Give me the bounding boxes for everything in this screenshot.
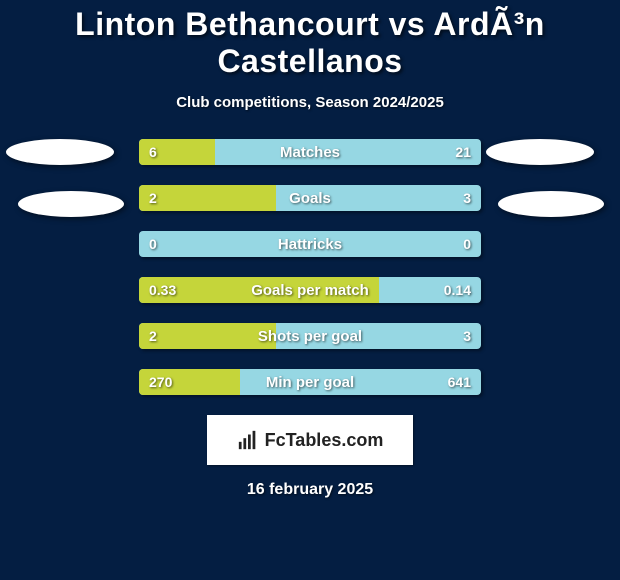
watermark: FcTables.com [207, 415, 413, 465]
page-title: Linton Bethancourt vs ArdÃ³n Castellanos [0, 0, 620, 80]
stat-row: 00Hattricks [139, 231, 481, 257]
stat-row: 23Shots per goal [139, 323, 481, 349]
stat-row: 0.330.14Goals per match [139, 277, 481, 303]
stat-label: Goals per match [139, 277, 481, 303]
comparison-chart: 621Matches 23Goals 00Hattricks 0.330.14Goal… [0, 139, 620, 395]
chart-icon [237, 429, 259, 451]
stat-label: Shots per goal [139, 323, 481, 349]
left-player-oval [18, 191, 124, 217]
stat-label: Goals [139, 185, 481, 211]
stat-label: Hattricks [139, 231, 481, 257]
stat-label: Min per goal [139, 369, 481, 395]
page-subtitle: Club competitions, Season 2024/2025 [0, 94, 620, 111]
date-label: 16 february 2025 [0, 481, 620, 499]
stat-label: Matches [139, 139, 481, 165]
stat-row: 270641Min per goal [139, 369, 481, 395]
stat-row: 621Matches [139, 139, 481, 165]
watermark-text: FcTables.com [265, 430, 384, 451]
right-player-oval [498, 191, 604, 217]
left-player-oval [6, 139, 114, 165]
right-player-oval [486, 139, 594, 165]
stat-row: 23Goals [139, 185, 481, 211]
